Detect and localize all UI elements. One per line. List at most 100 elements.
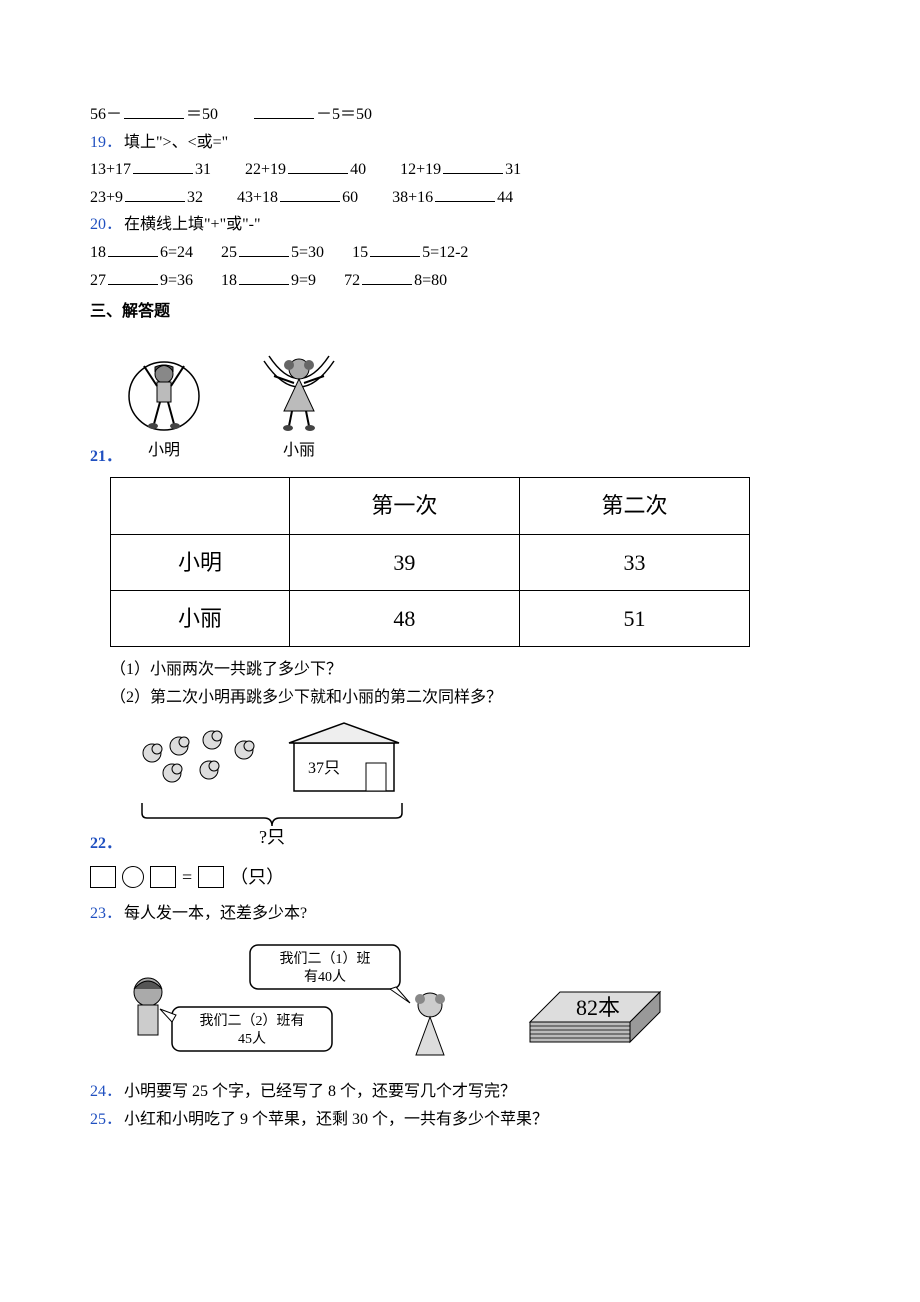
- text: 56－: [90, 106, 122, 123]
- q19-prompt: 19．填上">、<或=": [90, 130, 830, 156]
- q21-table: 第一次 第二次 小明 39 33 小丽 48 51: [110, 477, 750, 647]
- q25: 25．小红和小明吃了 9 个苹果，还剩 30 个，一共有多少个苹果？: [90, 1107, 830, 1133]
- q21-sub1: （1）小丽两次一共跳了多少下？: [110, 657, 830, 683]
- text: 31: [195, 161, 211, 178]
- question-number: 20．: [90, 216, 122, 233]
- question-number: 23．: [90, 905, 122, 922]
- text: 5=12-2: [422, 244, 468, 261]
- blank[interactable]: [124, 103, 184, 119]
- table-row: 小丽 48 51: [111, 590, 750, 646]
- cell: 39: [289, 534, 519, 590]
- text: 在横线上填"+"或"-": [124, 216, 260, 233]
- q23-illustration: 我们二（2）班有 45人 我们二（1）班 有40人 82本: [110, 937, 830, 1067]
- q20-row2: 27 9=36 18 9=9 72 8=80: [90, 268, 830, 294]
- text: 每人发一本，还差多少本?: [124, 905, 307, 922]
- blank[interactable]: [288, 158, 348, 174]
- girl-jumprope-icon: 小丽: [254, 341, 344, 464]
- cell: 33: [519, 534, 749, 590]
- text: 18: [221, 272, 237, 289]
- house-label: 37只: [308, 760, 340, 777]
- text: 9=36: [160, 272, 193, 289]
- text: 9=9: [291, 272, 316, 289]
- q22-illustration: 37只 ?只: [124, 718, 424, 857]
- svg-text:45人: 45人: [238, 1031, 266, 1047]
- text: 43+18: [237, 189, 278, 206]
- blank[interactable]: [254, 103, 314, 119]
- text: 小红和小明吃了 9 个苹果，还剩 30 个，一共有多少个苹果？: [124, 1111, 548, 1128]
- bracket-label: ?只: [259, 827, 285, 847]
- blank[interactable]: [280, 186, 340, 202]
- text: 12+19: [400, 161, 441, 178]
- boy-jumprope-icon: 小明: [124, 346, 204, 464]
- text: 25: [221, 244, 237, 261]
- unit: （只）: [230, 867, 284, 887]
- svg-text:有40人: 有40人: [304, 969, 346, 985]
- table-row: 小明 39 33: [111, 534, 750, 590]
- operator-box[interactable]: [122, 866, 144, 888]
- question-number: 22．: [90, 835, 122, 852]
- q21-sub2: （2）第二次小明再跳多少下就和小丽的第二次同样多？: [110, 685, 830, 711]
- text: 15: [352, 244, 368, 261]
- books-icon: 82本: [520, 952, 670, 1052]
- text: 44: [497, 189, 513, 206]
- blank[interactable]: [443, 158, 503, 174]
- text: 60: [342, 189, 358, 206]
- text: 8=80: [414, 272, 447, 289]
- q20-prompt: 20．在横线上填"+"或"-": [90, 212, 830, 238]
- q19-row2: 23+9 32 43+18 60 38+16 44: [90, 185, 830, 211]
- blank[interactable]: [125, 186, 185, 202]
- text: 32: [187, 189, 203, 206]
- text: 5=30: [291, 244, 324, 261]
- answer-box[interactable]: [198, 866, 224, 888]
- blank[interactable]: [108, 269, 158, 285]
- text: 6=24: [160, 244, 193, 261]
- text: 40: [350, 161, 366, 178]
- text: 填上">、<或=": [124, 134, 228, 151]
- q23-prompt: 23．每人发一本，还差多少本?: [90, 901, 830, 927]
- blank[interactable]: [133, 158, 193, 174]
- svg-text:我们二（1）班: 我们二（1）班: [280, 951, 371, 967]
- section-heading: 三、解答题: [90, 299, 830, 325]
- q22-equation: = （只）: [90, 863, 830, 892]
- question-number: 21．: [90, 448, 122, 465]
- table-header: 第一次: [289, 478, 519, 534]
- text: 72: [344, 272, 360, 289]
- q24: 24．小明要写 25 个字，已经写了 8 个，还要写几个才写完？: [90, 1079, 830, 1105]
- text: 31: [505, 161, 521, 178]
- blank[interactable]: [108, 241, 158, 257]
- table-header: [111, 478, 290, 534]
- cell: 51: [519, 590, 749, 646]
- question-number: 19．: [90, 134, 122, 151]
- text: 38+16: [392, 189, 433, 206]
- label: 小明: [148, 442, 180, 459]
- text: 22+19: [245, 161, 286, 178]
- equals: =: [182, 867, 192, 887]
- label: 小丽: [283, 442, 315, 459]
- svg-text:82本: 82本: [576, 995, 620, 1020]
- answer-box[interactable]: [150, 866, 176, 888]
- q18-line: 56－ ＝50 －5＝50: [90, 102, 830, 128]
- text: 小明要写 25 个字，已经写了 8 个，还要写几个才写完？: [124, 1083, 516, 1100]
- q19-row1: 13+17 31 22+19 40 12+19 31: [90, 157, 830, 183]
- text: 27: [90, 272, 106, 289]
- blank[interactable]: [362, 269, 412, 285]
- cell: 48: [289, 590, 519, 646]
- text: 13+17: [90, 161, 131, 178]
- q21-illustrations: 小明 小丽: [124, 341, 344, 464]
- text: ＝50: [186, 106, 218, 123]
- blank[interactable]: [435, 186, 495, 202]
- blank[interactable]: [239, 269, 289, 285]
- blank[interactable]: [239, 241, 289, 257]
- q20-row1: 18 6=24 25 5=30 15 5=12-2: [90, 240, 830, 266]
- text: 18: [90, 244, 106, 261]
- text: 23+9: [90, 189, 123, 206]
- text: －5＝50: [316, 106, 372, 123]
- question-number: 25．: [90, 1111, 122, 1128]
- question-number: 24．: [90, 1083, 122, 1100]
- blank[interactable]: [370, 241, 420, 257]
- answer-box[interactable]: [90, 866, 116, 888]
- cell: 小明: [111, 534, 290, 590]
- svg-text:我们二（2）班有: 我们二（2）班有: [200, 1013, 305, 1029]
- table-header: 第二次: [519, 478, 749, 534]
- cell: 小丽: [111, 590, 290, 646]
